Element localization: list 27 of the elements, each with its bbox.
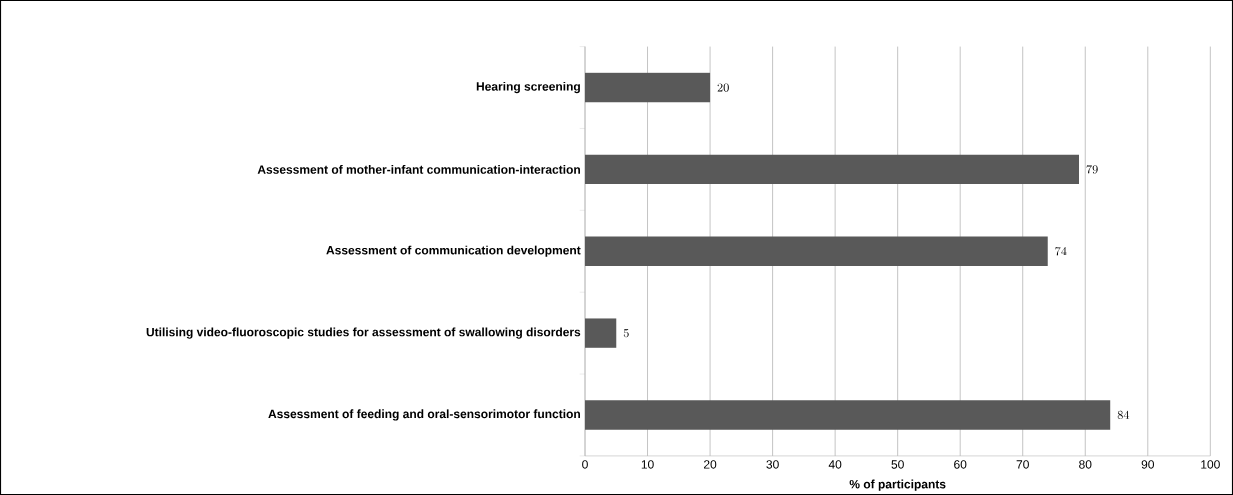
x-tick-label: 60 bbox=[954, 460, 967, 469]
data-label: 5 bbox=[623, 329, 629, 338]
y-tick-label: Assessment of mother-infant communication-interaction bbox=[257, 164, 580, 174]
x-tick-label: 90 bbox=[1141, 460, 1154, 469]
x-tick-label: 40 bbox=[828, 460, 842, 469]
y-tick-label: Assessment of communication development bbox=[326, 245, 581, 257]
y-tick-label: Hearing screening bbox=[476, 81, 580, 94]
data-label: 74 bbox=[1055, 246, 1067, 256]
x-tick-label: 80 bbox=[1079, 460, 1092, 469]
x-tick-label: 0 bbox=[582, 460, 588, 469]
bar bbox=[585, 72, 711, 103]
bar bbox=[585, 400, 1111, 430]
bar bbox=[585, 154, 1080, 185]
x-tick-label: 100 bbox=[1201, 460, 1220, 469]
x-tick-label: 20 bbox=[704, 460, 717, 469]
y-tick-label: Utilising video-fluoroscopic studies for assessment of swallowing disorders bbox=[146, 327, 581, 339]
bar bbox=[585, 318, 617, 348]
x-tick-label: 30 bbox=[766, 460, 779, 469]
x-axis-title: % of participants bbox=[849, 479, 946, 491]
x-tick-label: 10 bbox=[641, 460, 654, 469]
x-tick-label: 70 bbox=[1016, 460, 1029, 469]
y-tick-label: Assessment of feeding and oral-sensorimotor function bbox=[268, 409, 580, 421]
data-label: 79 bbox=[1086, 165, 1098, 174]
x-tick-label: 50 bbox=[891, 460, 904, 469]
bar bbox=[585, 236, 1048, 266]
data-label: 20 bbox=[717, 83, 729, 92]
data-label: 84 bbox=[1117, 410, 1130, 420]
